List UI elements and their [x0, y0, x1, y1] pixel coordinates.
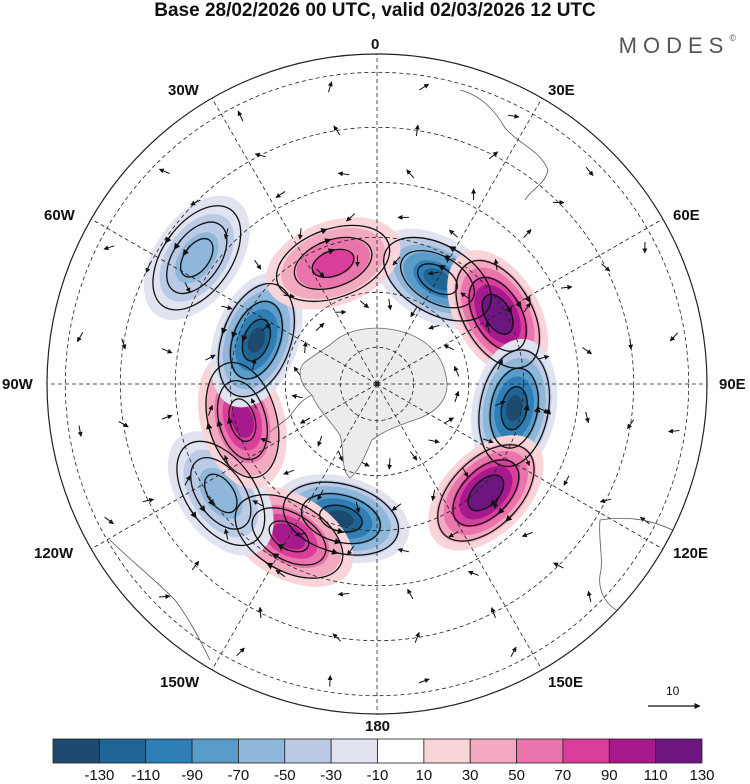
flow-arrow-143 — [129, 624, 137, 632]
flow-arrow-121 — [330, 676, 331, 687]
colorbar-tick: -110 — [131, 767, 160, 784]
flow-arrow-154 — [680, 224, 689, 231]
colorbar-tick: 10 — [416, 767, 433, 784]
flow-arrow-160 — [426, 722, 436, 727]
colorbar-tick: 130 — [689, 767, 714, 784]
flow-arrow-141 — [319, 721, 328, 728]
colorbar-tick: -50 — [274, 767, 296, 784]
flow-arrow-156 — [713, 434, 721, 442]
flow-arrow-158 — [618, 623, 625, 632]
lon-label-120e: 120E — [673, 545, 708, 562]
colorbar-swatch-11 — [517, 739, 563, 763]
flow-arrow-40 — [389, 458, 390, 469]
flow-arrow-152 — [531, 72, 537, 81]
flow-arrow-153 — [620, 135, 622, 146]
flow-arrow-150 — [318, 41, 328, 46]
flow-arrow-142 — [215, 691, 226, 692]
lon-label-180: 180 — [365, 718, 390, 735]
flow-arrow-147 — [65, 225, 74, 231]
colorbar-tick: 30 — [462, 767, 479, 784]
flow-arrow-149 — [218, 72, 222, 82]
colorbar-swatch-12 — [563, 739, 609, 763]
reference-vector-label: 10 — [666, 684, 679, 698]
colorbar-swatch-3 — [146, 739, 192, 763]
lon-label-120w: 120W — [34, 545, 73, 562]
colorbar-tick: -90 — [181, 767, 203, 784]
colorbar-tick: 110 — [644, 767, 668, 784]
colorbar-swatch-14 — [656, 739, 702, 763]
colorbar-swatch-7 — [331, 739, 377, 763]
colorbar-tick: -130 — [84, 767, 114, 784]
flow-arrow-159 — [528, 690, 539, 692]
colorbar-tick: -70 — [228, 767, 250, 784]
lon-label-30w: 30W — [168, 82, 199, 99]
lon-label-60w: 60W — [44, 207, 75, 224]
flow-arrow-151 — [426, 42, 437, 45]
colorbar-swatch-13 — [609, 739, 655, 763]
colorbar-swatch-2 — [99, 739, 145, 763]
colorbar-tick: -10 — [367, 767, 389, 784]
colorbar-swatch-1 — [53, 739, 99, 763]
colorbar-swatch-8 — [378, 739, 424, 763]
flow-arrow-145 — [33, 434, 40, 443]
colorbar-tick: 70 — [555, 767, 572, 784]
lon-label-0: 0 — [371, 36, 379, 53]
lon-label-60e: 60E — [673, 207, 700, 224]
lon-label-90w: 90W — [2, 376, 33, 393]
colorbar-swatch-9 — [424, 739, 470, 763]
lon-label-30e: 30E — [548, 82, 575, 99]
colorbar — [53, 739, 702, 763]
colorbar-swatch-5 — [238, 739, 284, 763]
lon-label-150e: 150E — [548, 674, 583, 691]
colorbar-swatch-4 — [192, 739, 238, 763]
colorbar-tick: 90 — [601, 767, 618, 784]
colorbar-swatch-6 — [285, 739, 331, 763]
flow-arrow-146 — [31, 329, 42, 331]
colorbar-tick-labels: -130 -110 -90 -70 -50 -30 -10 10 30 50 70 90 110 130 — [0, 767, 750, 783]
flow-arrow-148 — [132, 135, 135, 146]
south-pole-marker — [375, 382, 380, 387]
colorbar-tick: 50 — [508, 767, 525, 784]
colorbar-tick: -30 — [320, 767, 342, 784]
lon-label-150w: 150W — [160, 674, 199, 691]
colorbar-swatch-10 — [470, 739, 516, 763]
lon-label-90e: 90E — [719, 376, 746, 393]
